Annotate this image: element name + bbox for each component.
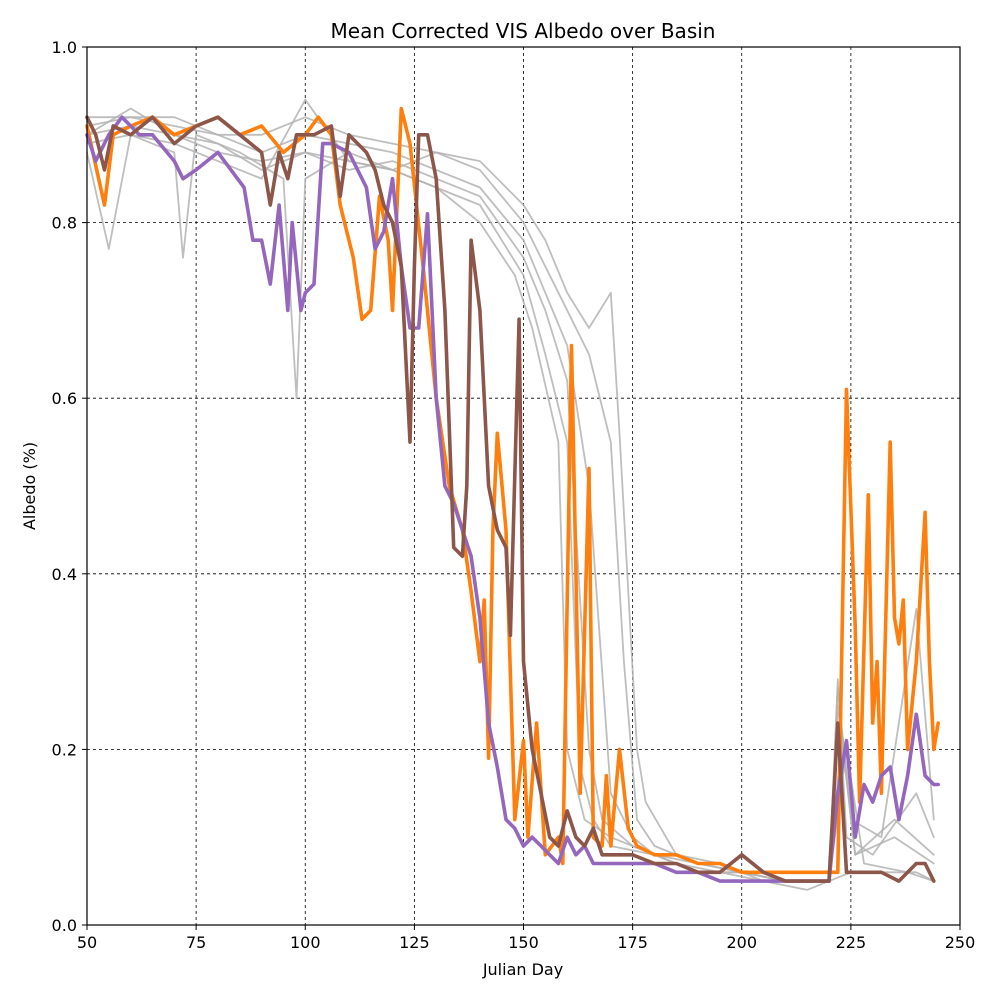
y-tick-label: 0.4 <box>52 565 77 584</box>
y-tick-label: 0.0 <box>52 916 77 935</box>
highlight-series-line-8 <box>85 115 936 883</box>
x-tick-label: 75 <box>186 933 206 952</box>
y-tick-label: 0.6 <box>52 389 77 408</box>
y-tick-label: 1.0 <box>52 38 77 57</box>
x-tick-label: 225 <box>836 933 867 952</box>
highlight-series-line-6 <box>85 106 940 875</box>
y-tick-label: 0.2 <box>52 740 77 759</box>
x-tick-label: 125 <box>399 933 430 952</box>
series-layer <box>85 98 940 891</box>
x-tick-label: 100 <box>290 933 321 952</box>
y-axis: 0.0 0.2 0.4 0.6 0.8 1.0 <box>52 38 87 935</box>
x-tick-label: 200 <box>726 933 757 952</box>
x-tick-label: 150 <box>508 933 539 952</box>
y-axis-label: Albedo (%) <box>20 442 39 530</box>
x-axis: 50 75 100 125 150 175 200 225 250 <box>77 925 975 952</box>
highlight-series-line-7 <box>85 115 940 883</box>
x-axis-label: Julian Day <box>482 960 563 979</box>
x-tick-label: 50 <box>77 933 97 952</box>
x-tick-label: 250 <box>945 933 976 952</box>
chart-title: Mean Corrected VIS Albedo over Basin <box>331 19 716 43</box>
x-tick-label: 175 <box>617 933 648 952</box>
y-tick-label: 0.8 <box>52 214 77 233</box>
